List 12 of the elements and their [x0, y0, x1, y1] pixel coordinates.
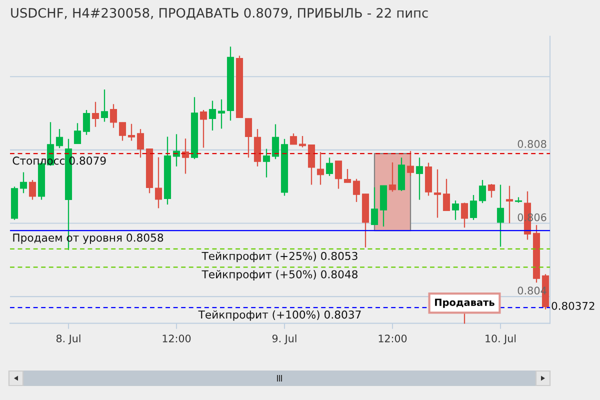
x-tick-label: 10. Jul: [486, 334, 516, 344]
annotation: Продавать: [435, 298, 494, 308]
ref-line-label: Тейкпрофит (+100%) 0.8037: [198, 310, 361, 321]
x-tick-label: 8. Jul: [56, 334, 80, 344]
x-tick-label: 12:00: [162, 334, 191, 342]
ref-line-label: Тейкпрофит (+50%) 0.8048: [202, 270, 358, 280]
x-tick-label: 9. Jul: [272, 334, 296, 344]
chart-title: USDCHF, H4#230058, ПРОДАВАТЬ 0.8079, ПРИБЫЛЬ - 22 пипс: [11, 8, 428, 20]
x-tick-label: 12:00: [378, 334, 407, 342]
annotation: 0.80372: [552, 302, 594, 310]
ref-line-label: Тейкпрофит (+25%) 0.8053: [202, 252, 358, 262]
y-tick-label: 0.808: [518, 140, 546, 148]
